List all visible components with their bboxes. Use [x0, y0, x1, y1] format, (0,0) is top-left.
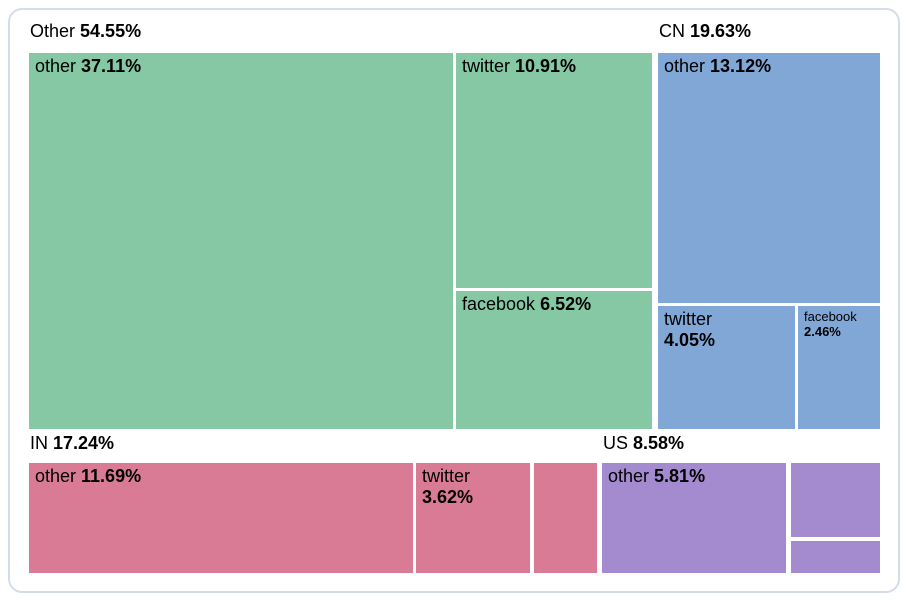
treemap-node-other-facebook[interactable]: facebook 6.52%	[456, 291, 652, 429]
group-label: Other	[30, 21, 81, 41]
treemap-node-other-other[interactable]: other 37.11%	[29, 53, 453, 429]
node-value: 13.12%	[710, 56, 772, 76]
node-value: 6.52%	[540, 294, 592, 314]
node-label: twitter	[422, 466, 471, 486]
group-header-in: IN 17.24%	[30, 433, 114, 453]
node-value: 5.81%	[654, 466, 706, 486]
group-value: 54.55%	[80, 21, 142, 41]
treemap-node-in-other[interactable]: other 11.69%	[29, 463, 413, 573]
treemap-node-cn-twitter[interactable]: twitter 4.05%	[658, 306, 795, 429]
treemap-node-cn-other[interactable]: other 13.12%	[658, 53, 880, 303]
group-label: CN	[659, 21, 690, 41]
node-value: 11.69%	[81, 466, 142, 486]
node-label: other	[35, 56, 82, 76]
group-value: 8.58%	[633, 433, 685, 453]
group-header-cn: CN 19.63%	[659, 21, 751, 41]
node-label: facebook	[462, 294, 541, 314]
group-label: US	[603, 433, 634, 453]
node-label: other	[608, 466, 655, 486]
treemap-node-us-block-3[interactable]	[791, 541, 880, 573]
group-value: 19.63%	[690, 21, 752, 41]
node-label: twitter	[462, 56, 516, 76]
node-label: twitter	[664, 309, 713, 329]
treemap-node-in-twitter[interactable]: twitter 3.62%	[416, 463, 530, 573]
treemap-node-other-twitter[interactable]: twitter 10.91%	[456, 53, 652, 288]
node-value: 37.11%	[81, 56, 142, 76]
group-header-us: US 8.58%	[603, 433, 684, 453]
treemap-node-in-block-3[interactable]	[534, 463, 597, 573]
group-label: IN	[30, 433, 54, 453]
node-label: other	[664, 56, 711, 76]
group-value: 17.24%	[53, 433, 115, 453]
treemap-node-us-other[interactable]: other 5.81%	[602, 463, 786, 573]
node-value: 10.91%	[515, 56, 577, 76]
node-label: facebook	[804, 309, 857, 324]
group-header-other: Other 54.55%	[30, 21, 141, 41]
node-value: 3.62%	[422, 487, 474, 508]
node-value: 2.46%	[804, 324, 841, 340]
treemap-node-cn-facebook[interactable]: facebook 2.46%	[798, 306, 880, 429]
node-value: 4.05%	[664, 330, 716, 351]
treemap-node-us-block-2[interactable]	[791, 463, 880, 537]
node-label: other	[35, 466, 82, 486]
